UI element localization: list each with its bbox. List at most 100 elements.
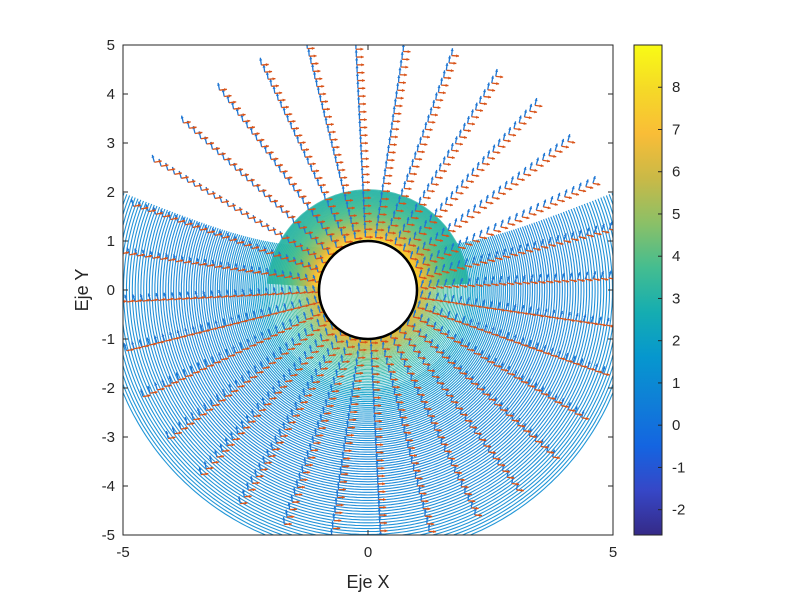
vector-arrowhead — [293, 240, 297, 244]
vector-arrowhead — [564, 317, 568, 321]
vector-arrowhead — [398, 112, 402, 116]
vector-arrowhead — [429, 309, 433, 313]
vector-arrowhead — [217, 82, 221, 86]
vector-arrowhead — [522, 424, 526, 428]
vector-arrowhead — [458, 239, 462, 243]
vector-arrowhead — [147, 385, 151, 390]
vector-arrowhead — [331, 232, 335, 236]
vector-arrowhead — [256, 246, 260, 250]
vector-arrowhead — [260, 340, 264, 344]
vector-arrowhead — [541, 239, 544, 243]
vector-arrowhead — [260, 315, 264, 319]
vector-arrowhead — [411, 372, 415, 376]
vector-arrowhead — [473, 507, 477, 511]
vector-arrowhead — [483, 438, 487, 442]
vector-arrowhead — [552, 396, 556, 400]
vector-arrowhead — [286, 210, 290, 214]
vector-arrowhead — [296, 315, 299, 319]
vector-arrowhead — [172, 436, 176, 440]
vector-arrowhead — [261, 138, 265, 142]
contour-line — [279, 244, 457, 379]
vector-arrowhead — [423, 203, 427, 207]
vector-arrowhead — [302, 149, 306, 153]
vector-arrowhead — [312, 162, 316, 166]
vector-arrowhead — [413, 309, 417, 313]
vector-arrowhead — [260, 332, 264, 336]
vector-arrowhead — [131, 341, 135, 345]
vector-arrowhead — [455, 400, 459, 404]
vector-arrowhead — [605, 277, 609, 281]
vector-arrowhead — [233, 294, 237, 298]
vector-arrowhead — [277, 380, 281, 384]
vector-arrowhead — [264, 467, 268, 472]
vector-arrowhead — [503, 282, 507, 286]
vector-arrowhead — [282, 107, 286, 111]
vector-arrowhead — [416, 165, 420, 169]
vector-arrowhead — [323, 426, 326, 430]
vector-arrowhead — [585, 271, 589, 275]
vector-arrowhead — [595, 363, 598, 367]
vector-arrowhead — [310, 323, 314, 327]
vector-arrowhead — [354, 42, 357, 45]
vector-arrowhead — [290, 408, 294, 412]
vector-arrowhead — [579, 319, 583, 323]
vector-arrowhead — [567, 312, 571, 316]
vector-arrowhead — [295, 291, 300, 295]
vector-arrowhead — [175, 380, 179, 384]
vector-arrowhead — [466, 322, 470, 326]
vector-arrowhead — [187, 120, 191, 124]
vector-arrowhead — [161, 333, 165, 337]
vector-arrowhead — [423, 335, 427, 339]
vector-arrowhead — [280, 441, 284, 445]
vector-arrowhead — [377, 207, 381, 210]
vector-arrowhead — [335, 369, 339, 373]
vector-arrowhead — [539, 104, 543, 108]
vector-arrowhead — [375, 341, 378, 345]
vector-arrowhead — [162, 298, 166, 302]
vector-arrowhead — [494, 307, 498, 311]
vector-arrowhead — [385, 537, 388, 540]
vector-arrowhead — [170, 297, 174, 301]
vector-arrowhead — [382, 220, 386, 224]
vector-arrowhead — [481, 328, 485, 332]
contour-line — [207, 228, 529, 451]
vector-arrowhead — [139, 299, 143, 303]
vector-arrowhead — [490, 201, 494, 205]
vector-arrowhead — [476, 263, 480, 267]
vector-arrowhead — [319, 413, 323, 417]
vector-arrowhead — [211, 227, 215, 232]
vector-arrowhead — [537, 247, 541, 251]
vector-arrowhead — [147, 394, 151, 398]
vector-arrowhead — [610, 324, 613, 328]
vector-arrowhead — [416, 144, 420, 148]
vector-arrowhead — [292, 128, 296, 132]
vector-arrowhead — [551, 450, 555, 454]
vector-arrowhead — [315, 350, 319, 354]
vector-arrowhead — [292, 119, 296, 123]
vector-arrowhead — [350, 389, 354, 393]
vector-arrowhead — [245, 312, 249, 316]
vector-arrowhead — [421, 484, 425, 488]
vector-field-red — [123, 45, 613, 540]
vector-arrowhead — [228, 94, 232, 98]
vector-arrowhead — [182, 219, 186, 223]
y-axis-title: Eje Y — [72, 269, 92, 312]
vector-arrowhead — [533, 212, 537, 216]
vector-arrowhead — [298, 356, 302, 360]
vector-arrowhead — [429, 253, 433, 257]
vector-arrowhead — [422, 307, 426, 311]
vector-arrowhead — [421, 393, 425, 397]
vector-arrowhead — [315, 267, 319, 271]
vector-arrowhead — [486, 82, 491, 86]
vector-arrowhead — [253, 335, 257, 339]
vector-arrowhead — [383, 497, 386, 502]
vector-arrowhead — [577, 272, 581, 276]
vector-arrowhead — [439, 176, 443, 180]
vector-arrowhead — [234, 235, 237, 240]
vector-arrowhead — [502, 192, 506, 196]
vector-arrowhead — [450, 69, 454, 73]
vector-arrowhead — [194, 291, 198, 295]
vector-arrowhead — [547, 351, 551, 355]
vector-arrowhead — [458, 471, 462, 475]
vector-arrowhead — [569, 359, 573, 363]
